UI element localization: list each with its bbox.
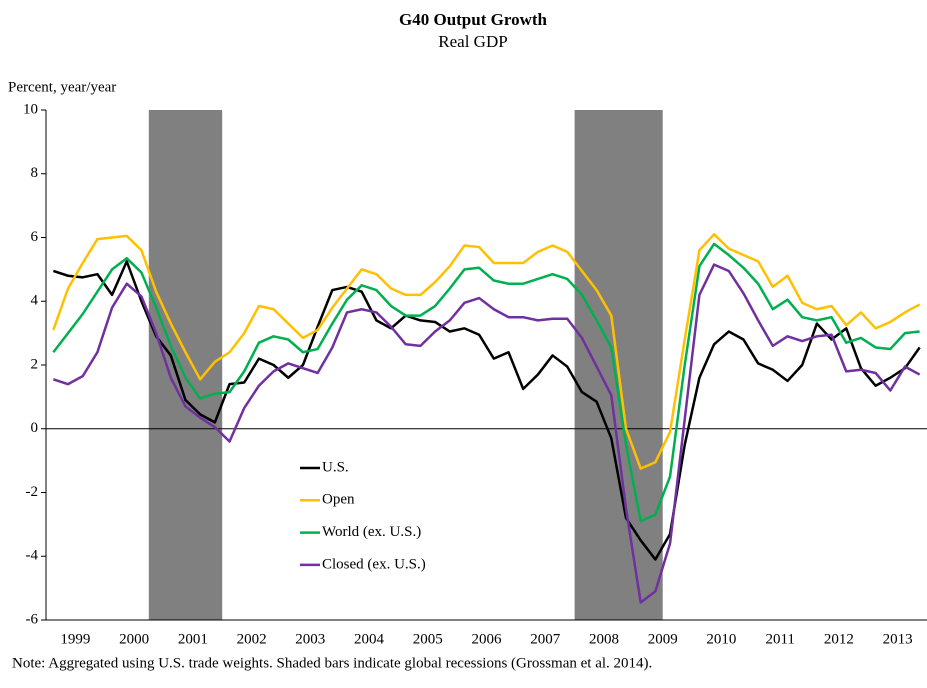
- x-tick-label: 2013: [883, 631, 913, 647]
- chart-title: G40 Output Growth: [399, 10, 548, 29]
- x-tick-label: 2010: [706, 631, 736, 647]
- note: Note: Aggregated using U.S. trade weight…: [12, 655, 652, 671]
- series-line: [52, 260, 921, 561]
- x-tick-label: 2004: [354, 631, 385, 647]
- x-tick-label: 2003: [295, 631, 325, 647]
- x-tick-label: 2011: [765, 631, 794, 647]
- x-tick-label: 2008: [589, 631, 619, 647]
- y-tick-label: -6: [26, 611, 39, 627]
- series-line: [52, 242, 920, 523]
- legend-label: World (ex. U.S.): [322, 524, 421, 540]
- x-tick-label: 2005: [413, 631, 443, 647]
- y-tick-label: 4: [31, 293, 39, 309]
- recession-band: [148, 110, 223, 620]
- x-tick-label: 2001: [178, 631, 208, 647]
- x-tick-label: 2012: [824, 631, 854, 647]
- x-tick-label: 2007: [530, 631, 561, 647]
- y-tick-label: 6: [31, 229, 39, 245]
- legend-label: Closed (ex. U.S.): [322, 556, 426, 572]
- background-layer: [148, 110, 663, 620]
- y-tick-label: -4: [26, 548, 39, 564]
- y-tick-label: -2: [26, 484, 39, 500]
- series-line: [52, 233, 921, 470]
- x-tick-label: 2009: [648, 631, 678, 647]
- legend-label: Open: [322, 492, 355, 508]
- series-line: [52, 263, 921, 604]
- y-tick-label: 10: [23, 101, 38, 117]
- y-axis-label: Percent, year/year: [8, 79, 116, 95]
- x-tick-label: 1999: [60, 631, 90, 647]
- legend-label: U.S.: [322, 459, 349, 475]
- y-tick-label: 8: [31, 165, 39, 181]
- x-tick-label: 2002: [237, 631, 267, 647]
- chart-subtitle: Real GDP: [438, 32, 507, 51]
- x-tick-label: 2006: [472, 631, 503, 647]
- x-tick-label: 2000: [119, 631, 149, 647]
- y-tick-label: 2: [31, 356, 39, 372]
- y-tick-label: 0: [31, 420, 39, 436]
